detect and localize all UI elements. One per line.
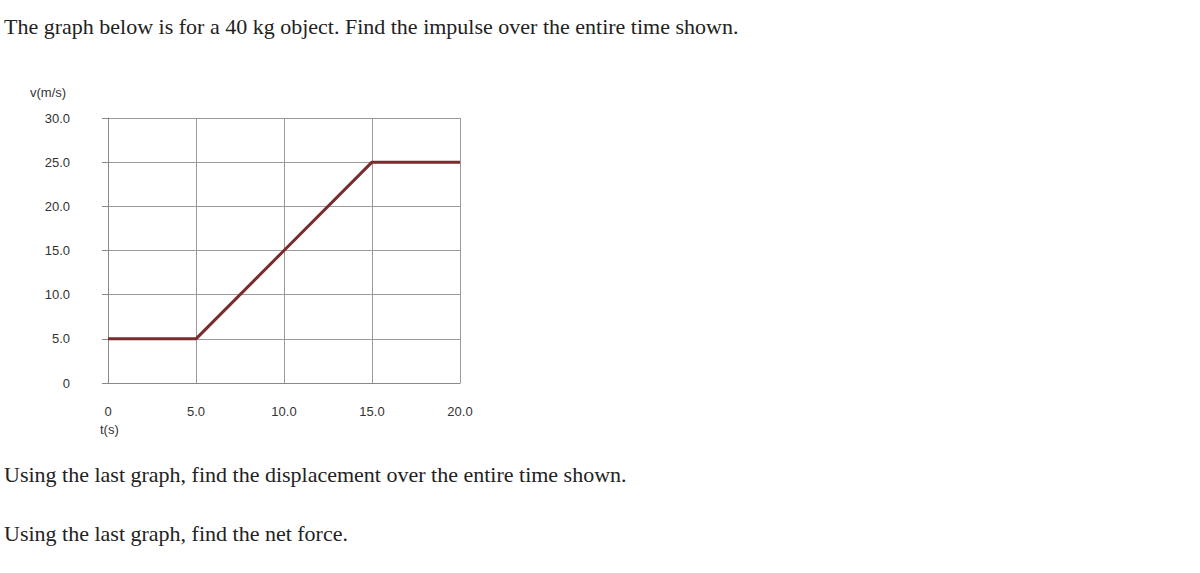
html-text:Using the last graph, find the: Using the last graph, find the net force… — [4, 521, 348, 546]
svg-text:25.0: 25.0 — [45, 155, 70, 170]
svg-text:v(m/s): v(m/s) — [30, 85, 66, 100]
svg-text:20.0: 20.0 — [45, 199, 70, 214]
svg-text:10.0: 10.0 — [271, 404, 296, 419]
html-text:The graph below is for a 40 kg: The graph below is for a 40 kg object. F… — [4, 14, 739, 39]
html-text:Using the last graph, find the: Using the last graph, find the displacem… — [4, 462, 627, 487]
svg-text:30.0: 30.0 — [45, 111, 70, 126]
svg-text:t(s): t(s) — [100, 422, 119, 437]
svg-text:10.0: 10.0 — [45, 287, 70, 302]
svg-text:15.0: 15.0 — [45, 243, 70, 258]
svg-text:15.0: 15.0 — [359, 404, 384, 419]
svg-text:0: 0 — [63, 376, 70, 391]
svg-text:20.0: 20.0 — [447, 404, 472, 419]
svg-text:5.0: 5.0 — [187, 404, 205, 419]
svg-text:0: 0 — [104, 404, 111, 419]
svg-text:5.0: 5.0 — [52, 331, 70, 346]
